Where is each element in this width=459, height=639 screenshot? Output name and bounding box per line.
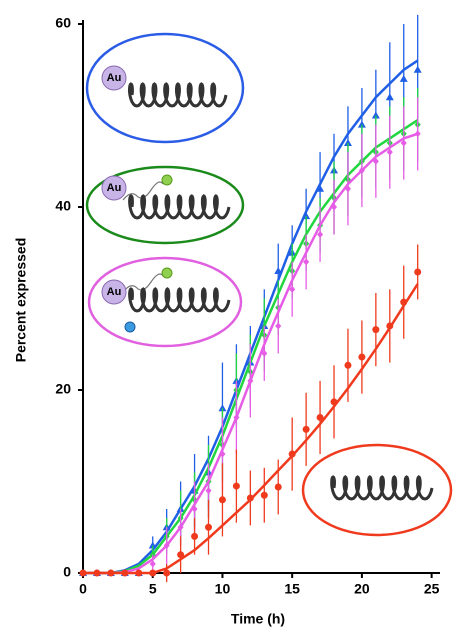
data-point [260,491,268,499]
y-axis-label: Percent expressed [13,238,29,363]
data-point [372,157,379,165]
coil [128,287,231,313]
inset-label: Au [107,182,122,194]
data-point [163,569,171,577]
y-tick-label: 0 [63,564,71,580]
inset-label: Au [107,72,122,84]
data-point [261,349,268,357]
data-point [233,413,240,421]
data-point [163,542,170,550]
gold-particle [101,279,127,305]
data-point [358,353,366,361]
data-point [414,268,422,276]
data-point [344,361,352,369]
data-point [386,148,393,156]
data-point [330,398,338,406]
data-point [149,560,156,568]
data-point [177,551,185,559]
fluorophore [161,174,173,186]
data-point [148,541,157,549]
y-tick-label: 40 [55,198,71,214]
coil [330,475,434,501]
x-tick-label: 5 [149,581,157,597]
data-point [302,425,310,433]
data-point [191,532,199,540]
y-tick-label: 20 [55,381,71,397]
data-point [302,212,311,220]
inset-frame [85,165,245,245]
data-point [400,139,407,147]
x-tick-label: 25 [424,581,440,597]
data-point [371,111,380,119]
x-tick-label: 10 [215,581,231,597]
data-point [205,487,212,495]
data-point [218,404,227,412]
gold-particle [101,175,127,201]
data-point [177,523,184,531]
data-point [135,569,143,577]
inset-frame [87,256,243,348]
coil [128,194,231,220]
x-axis-label: Time (h) [231,611,285,627]
data-point [316,413,324,421]
x-tick-label: 15 [284,581,300,597]
data-point [413,65,422,73]
data-point [205,523,213,531]
data-point [232,482,240,490]
x-tick-label: 0 [79,581,87,597]
data-point [107,569,115,577]
data-point [386,322,394,330]
data-point [274,267,283,275]
data-point [218,496,226,504]
coil [128,82,228,108]
data-point [316,184,325,192]
fluorophore [161,267,173,279]
data-point [219,450,226,458]
data-point [344,185,351,193]
data-point [274,483,282,491]
inset-label: Au [107,286,122,298]
data-point [331,203,338,211]
data-point [343,138,352,146]
data-point [358,166,365,174]
data-point [246,494,254,502]
data-point [317,230,324,238]
x-tick-label: 20 [354,581,370,597]
data-point [121,569,129,577]
data-point [247,377,254,385]
data-point [385,93,394,101]
data-point [275,322,282,330]
quencher [124,321,136,333]
data-point [79,569,87,577]
data-point [400,298,408,306]
data-point [414,130,421,138]
data-point [357,120,366,128]
data-point [289,285,296,293]
gold-particle [101,65,127,91]
data-point [288,450,296,458]
y-tick-label: 60 [55,15,71,31]
inset-frame [85,32,245,144]
insets: Au Au Au [85,32,453,537]
data-point [191,505,198,513]
data-point [399,74,408,82]
inset-frame [301,443,453,537]
data-point [93,569,101,577]
data-point [303,258,310,266]
data-point [372,326,380,334]
data-point [149,569,157,577]
